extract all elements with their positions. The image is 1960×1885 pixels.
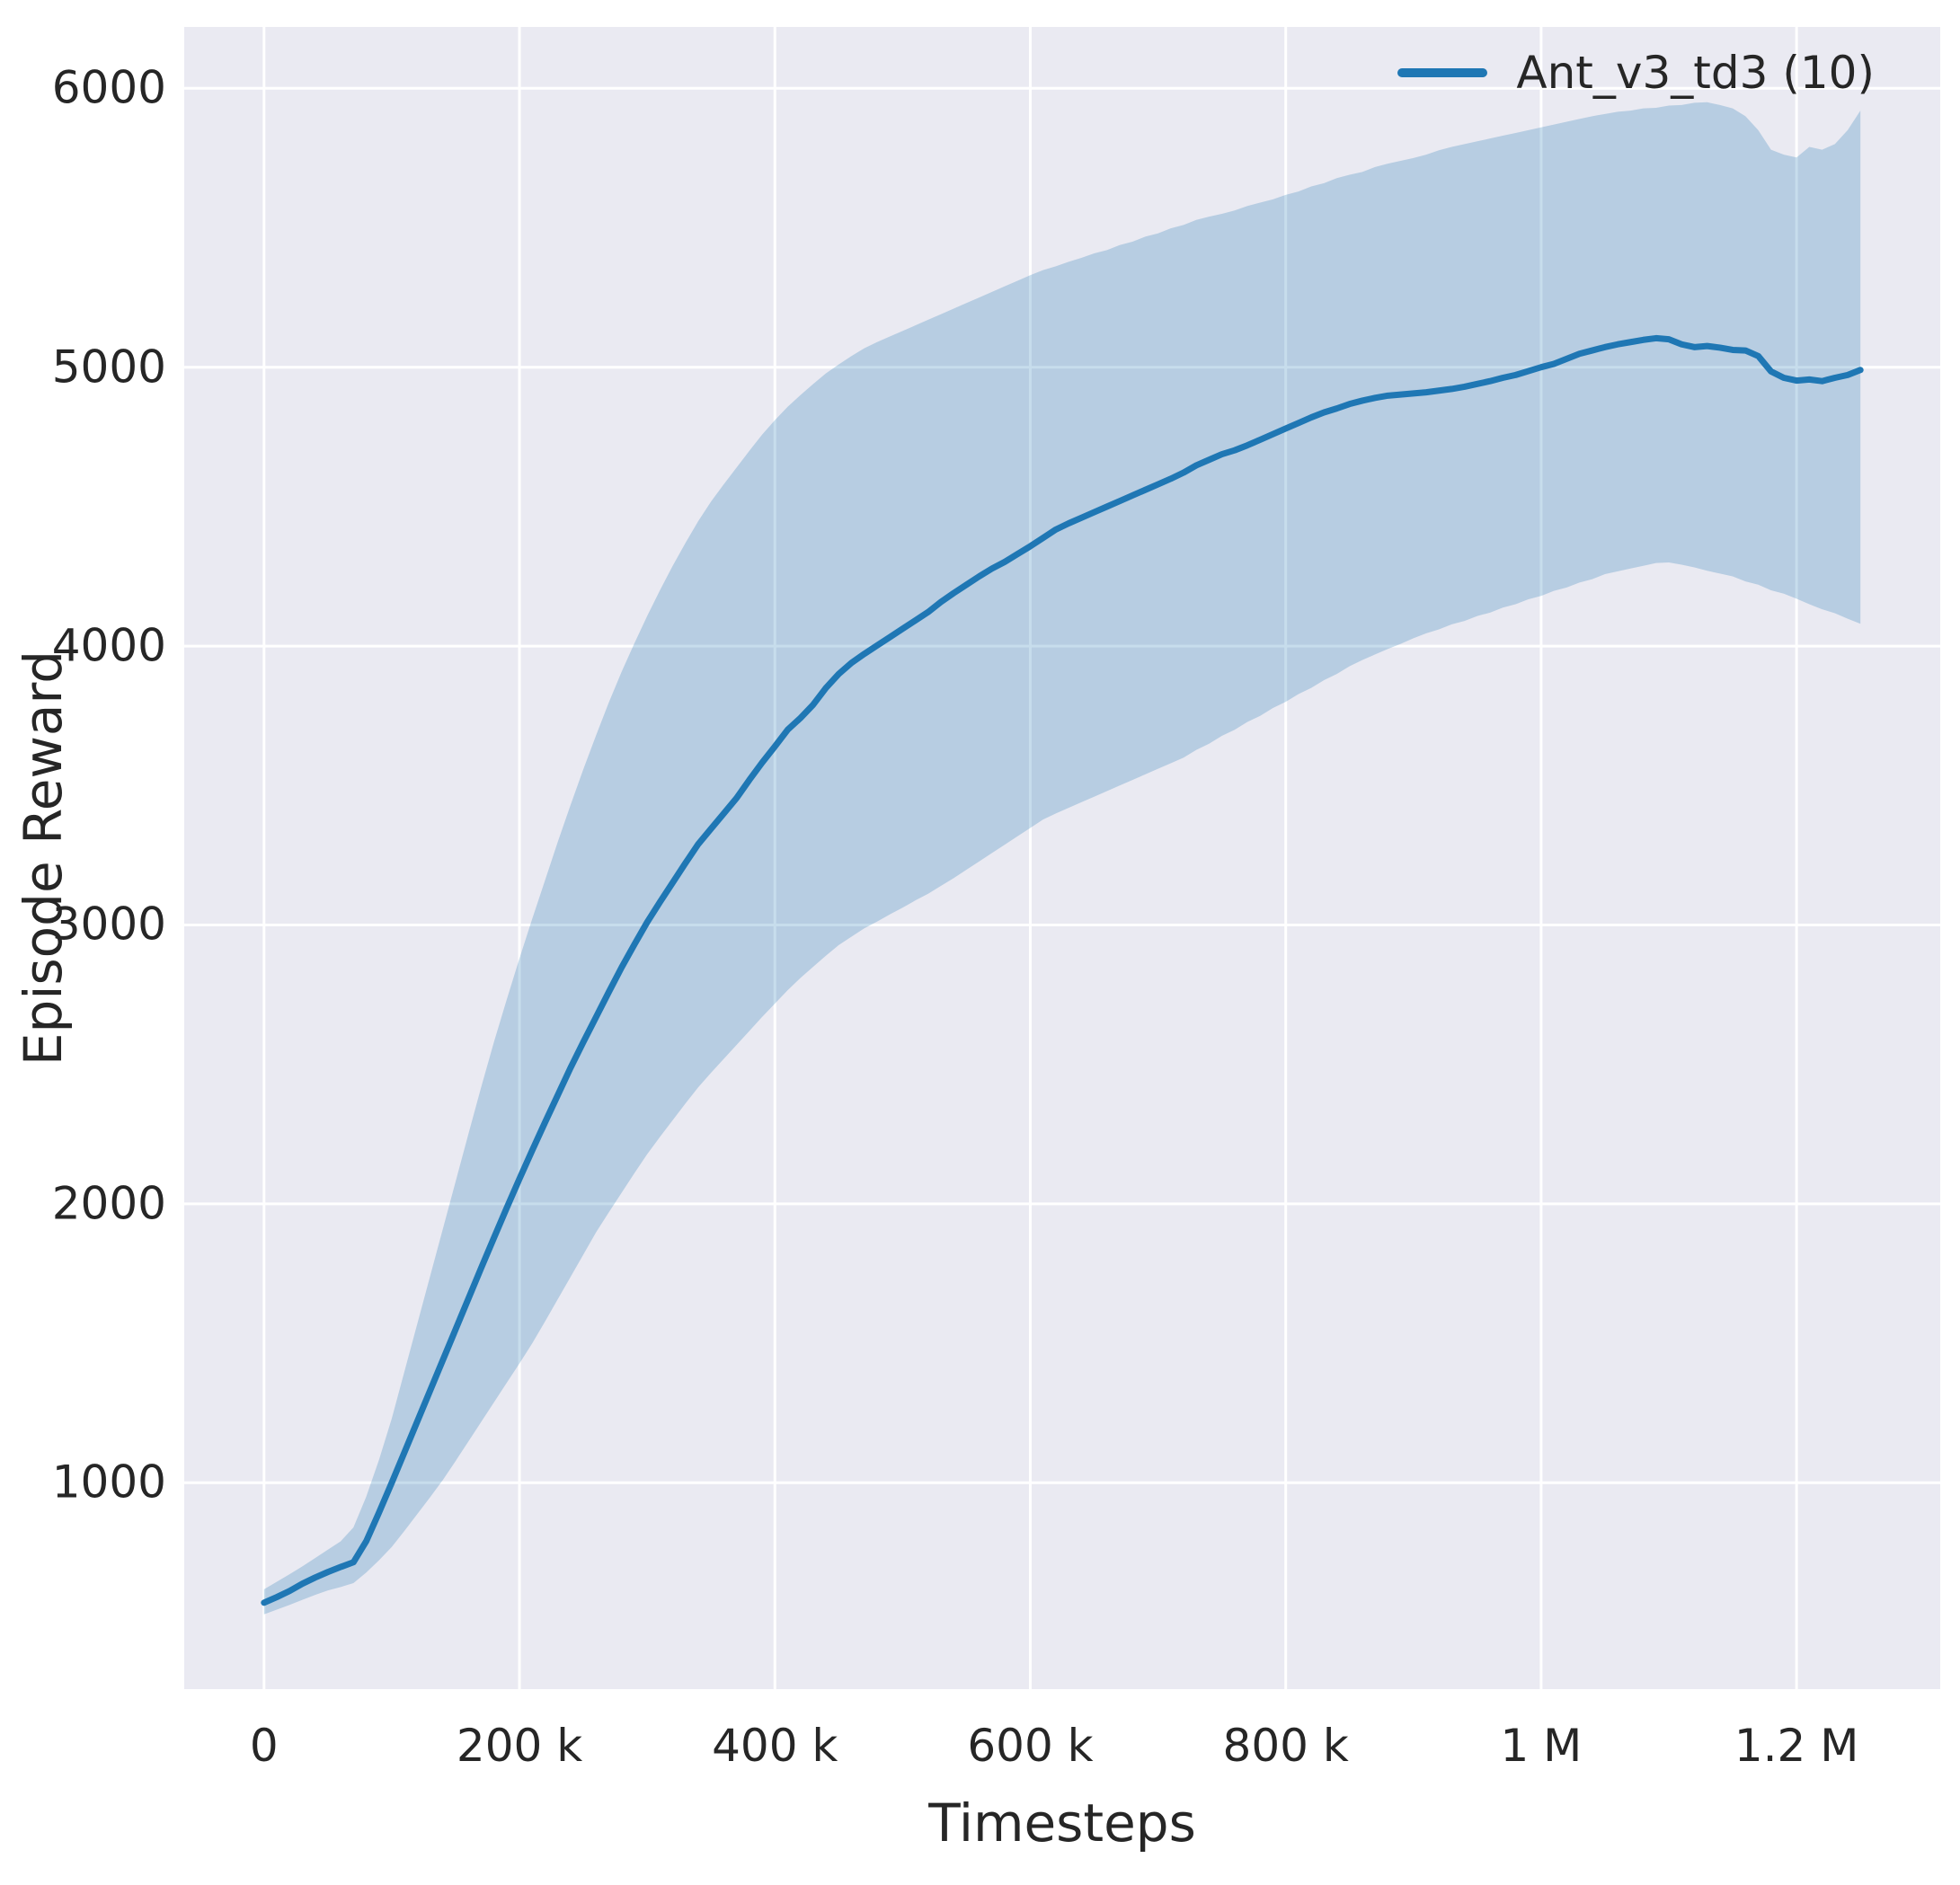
x-axis-label: Timesteps [928,1792,1196,1854]
plot-background [184,27,1940,1689]
x-tick-label: 600 k [967,1720,1094,1772]
x-tick-label: 800 k [1222,1720,1349,1772]
legend-label: Ant_v3_td3 (10) [1516,47,1875,99]
legend-line-swatch [1397,68,1488,77]
y-tick-label: 6000 [51,61,166,114]
x-tick-label: 200 k [456,1720,583,1772]
y-tick-label: 4000 [51,619,166,672]
y-tick-label: 2000 [51,1177,166,1230]
y-tick-label: 3000 [51,898,166,951]
y-tick-label: 1000 [51,1456,166,1509]
y-tick-label: 5000 [51,341,166,394]
y-axis-label: Episode Reward [13,650,74,1066]
confidence-band [263,102,1861,1615]
x-tick-label: 1.2 M [1734,1720,1859,1772]
x-tick-label: 0 [249,1720,279,1772]
mean-line [261,334,1864,1606]
x-tick-label: 400 k [712,1720,838,1772]
legend: Ant_v3_td3 (10) [1397,47,1875,99]
x-tick-label: 1 M [1500,1720,1583,1772]
